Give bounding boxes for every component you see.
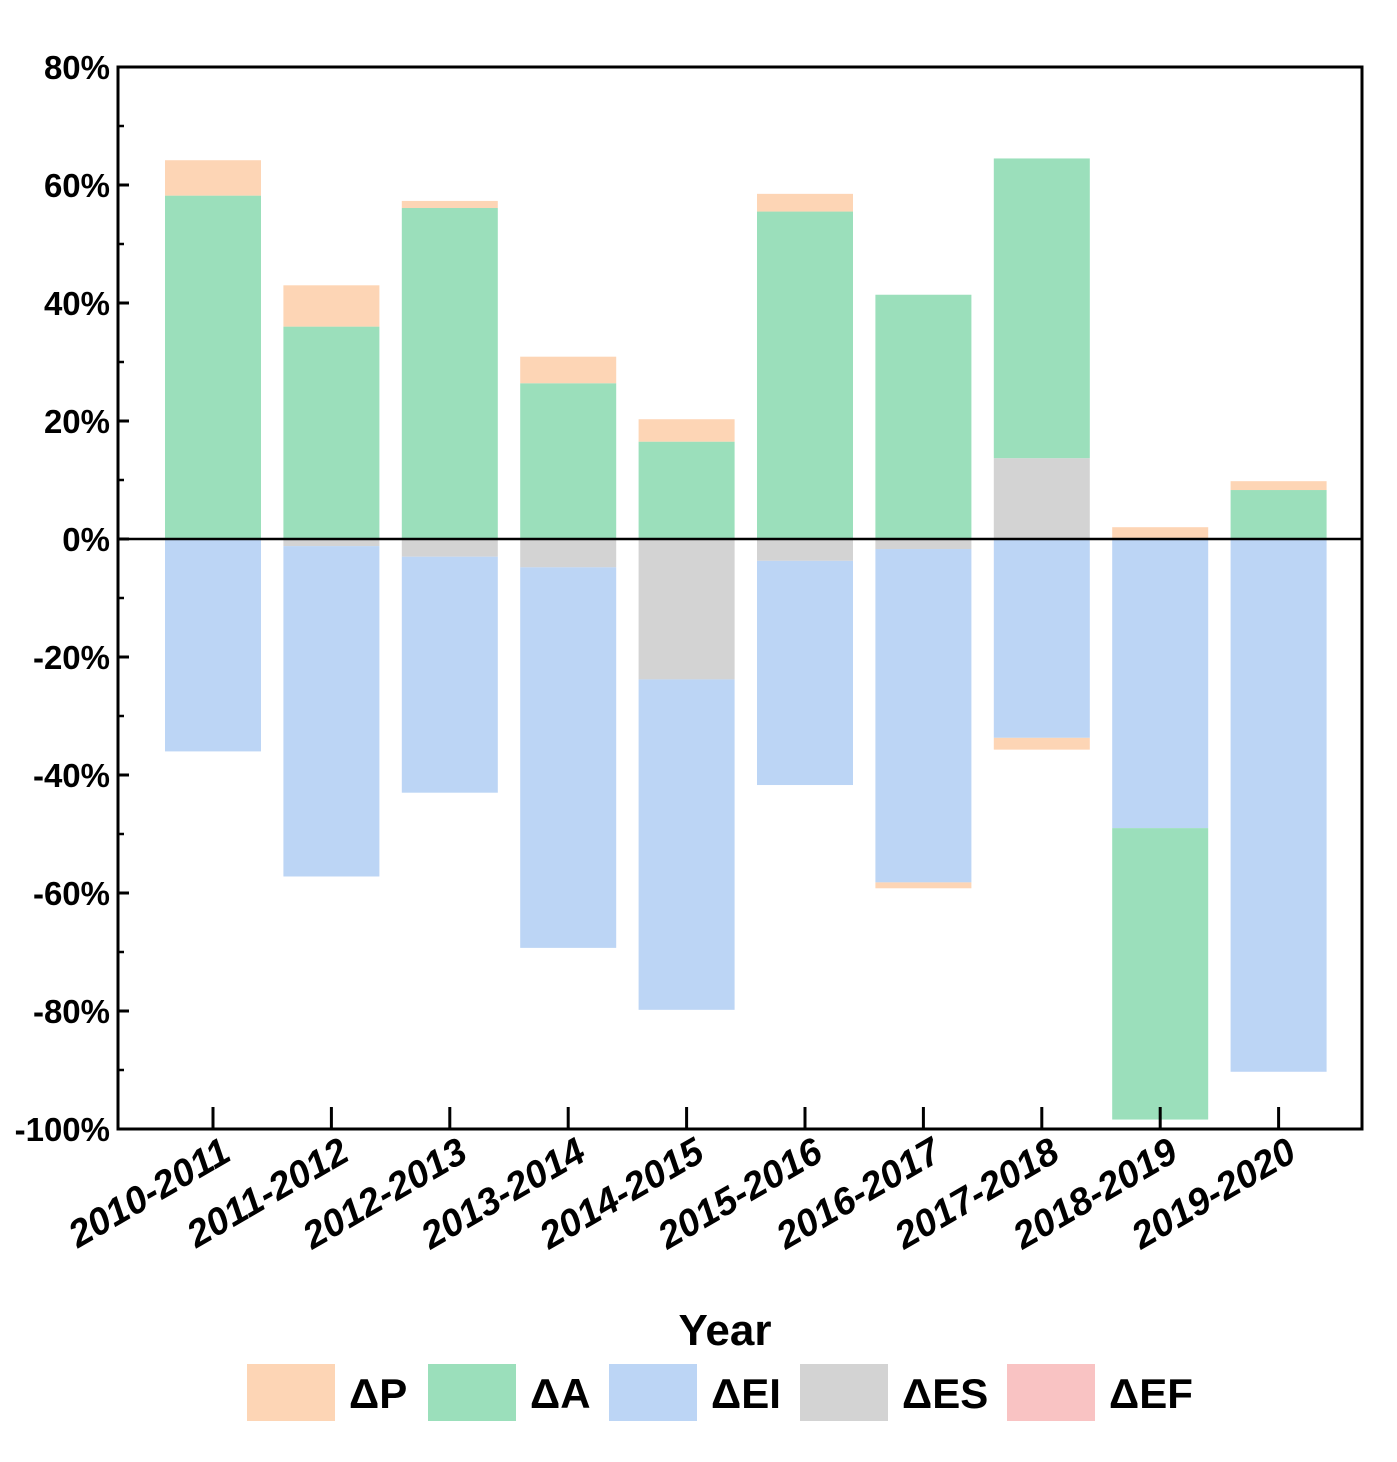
bar-segment-delta-ei-2013-2014	[520, 567, 617, 948]
bar-segment-delta-p-2010-2011	[165, 160, 261, 196]
legend-label-delta-es: ΔES	[902, 1370, 988, 1417]
bar-segment-delta-ei-2017-2018	[993, 539, 1090, 738]
bar-segment-delta-es-2014-2015	[638, 539, 735, 680]
y-tick-label: 60%	[44, 167, 110, 204]
bar-segment-delta-ei-2019-2020	[1230, 539, 1327, 1072]
bar-segment-delta-a-2013-2014	[520, 383, 617, 539]
bar-segment-delta-a-2017-2018	[993, 158, 1090, 459]
legend-swatch-delta-ei	[609, 1364, 697, 1421]
bar-segment-delta-ei-2014-2015	[638, 679, 735, 1010]
bar-segment-delta-a-2016-2017	[875, 294, 972, 539]
bar-segment-delta-a-2012-2013	[401, 208, 498, 539]
legend-label-delta-p: ΔP	[349, 1370, 407, 1417]
bar-segment-delta-es-2017-2018	[993, 458, 1090, 539]
bar-segment-delta-p-2012-2013	[401, 200, 498, 209]
y-tick-label: -20%	[33, 639, 110, 676]
legend-swatch-delta-ef	[1007, 1364, 1095, 1421]
y-tick-label: -80%	[33, 993, 110, 1030]
y-tick-label: -60%	[33, 875, 110, 912]
bar-segment-delta-a-2011-2012	[283, 326, 380, 539]
y-tick-label: 20%	[44, 403, 110, 440]
bar-segment-delta-p-2016-2017	[875, 882, 972, 889]
bar-segment-delta-a-2018-2019	[1112, 828, 1209, 1120]
bar-segment-delta-p-2013-2014	[520, 356, 617, 384]
bar-segment-delta-ei-2015-2016	[757, 560, 853, 786]
bar-segment-delta-ei-2018-2019	[1112, 539, 1209, 829]
legend: ΔP ΔA ΔEI ΔES ΔEF	[247, 1364, 1193, 1421]
x-axis-title: Year	[679, 1306, 772, 1355]
bar-segment-delta-p-2014-2015	[638, 419, 735, 442]
legend-swatch-delta-es	[800, 1364, 888, 1421]
bar-segment-delta-a-2010-2011	[165, 195, 261, 539]
bar-segment-delta-a-2015-2016	[757, 211, 853, 540]
legend-swatch-delta-p	[247, 1364, 335, 1421]
bar-segment-delta-p-2019-2020	[1230, 481, 1327, 491]
y-tick-label: -100%	[15, 1111, 110, 1148]
legend-label-delta-ei: ΔEI	[711, 1370, 781, 1417]
bar-segment-delta-es-2013-2014	[520, 539, 617, 568]
legend-label-delta-ef: ΔEF	[1109, 1370, 1193, 1417]
bar-segment-delta-ei-2012-2013	[401, 556, 498, 793]
bar-segment-delta-es-2011-2012	[283, 539, 380, 547]
bar-segment-delta-p-2017-2018	[993, 737, 1090, 750]
legend-label-delta-a: ΔA	[530, 1370, 591, 1417]
bar-segment-delta-p-2018-2019	[1112, 527, 1209, 539]
bar-segment-delta-a-2014-2015	[638, 441, 735, 539]
bar-segment-delta-es-2015-2016	[757, 539, 853, 561]
y-tick-label: 80%	[44, 49, 110, 86]
bar-segment-delta-es-2016-2017	[875, 539, 972, 550]
bar-segment-delta-p-2015-2016	[757, 193, 853, 212]
bar-segment-delta-ei-2010-2011	[165, 539, 261, 752]
y-tick-label: 40%	[44, 285, 110, 322]
bar-segment-delta-es-2012-2013	[401, 539, 498, 557]
bar-segment-delta-a-2019-2020	[1230, 490, 1327, 539]
bar-segment-delta-ei-2016-2017	[875, 549, 972, 883]
legend-swatch-delta-a	[428, 1364, 516, 1421]
y-tick-label: 0%	[62, 521, 110, 558]
bars-layer	[165, 158, 1327, 1120]
y-axis: 80% 60% 40% 20% 0% -20% -40% -60% -80% -100%	[15, 49, 129, 1148]
bar-segment-delta-ei-2011-2012	[283, 546, 380, 877]
y-tick-label: -40%	[33, 757, 110, 794]
bar-segment-delta-p-2011-2012	[283, 285, 380, 327]
